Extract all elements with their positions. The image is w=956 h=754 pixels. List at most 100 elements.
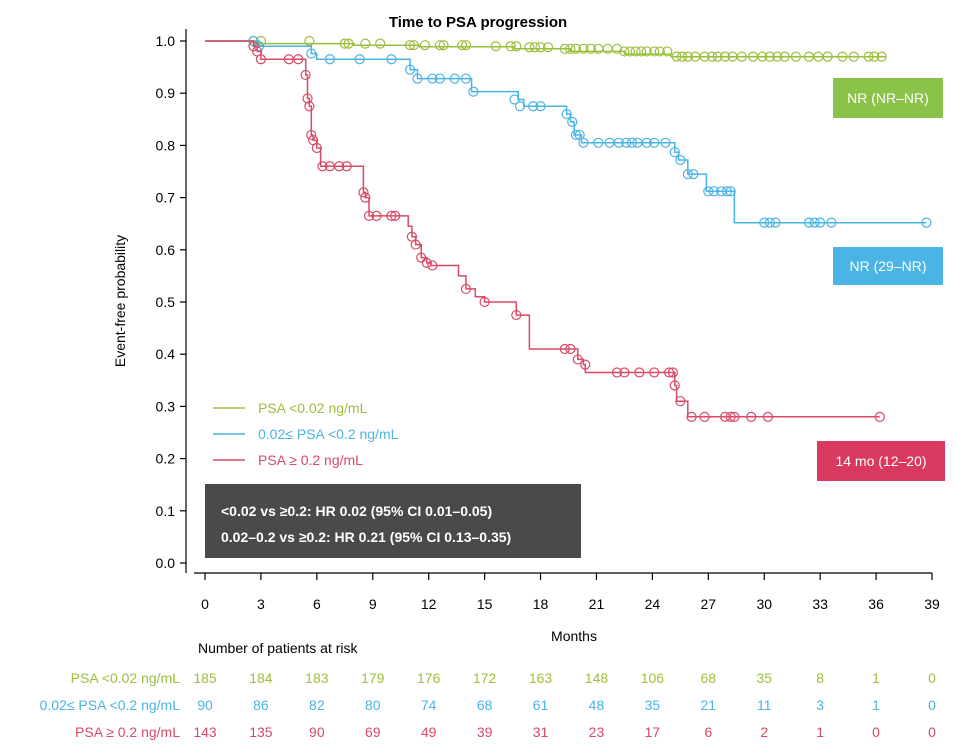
censor-mark [874, 411, 885, 422]
censor-mark [565, 343, 576, 355]
risk-cell: 69 [365, 724, 381, 740]
y-tick-label: 0.4 [156, 346, 176, 362]
censor-mark [706, 51, 718, 62]
censor-mark [565, 43, 576, 54]
censor-mark [876, 51, 887, 62]
censor-mark [790, 51, 802, 62]
y-tick-label: 0.0 [156, 555, 176, 571]
censor-mark [427, 260, 438, 271]
censor-mark [358, 187, 369, 198]
censor-mark [580, 359, 591, 370]
risk-cell: 0 [928, 724, 936, 740]
risk-cell: 143 [193, 724, 217, 740]
risk-cell: 179 [361, 670, 385, 686]
risk-cell: 1 [872, 670, 880, 686]
censor-mark [703, 186, 714, 197]
y-tick-label: 1.0 [156, 33, 176, 49]
censor-mark [779, 51, 790, 62]
censor-mark [613, 137, 624, 148]
risk-table: Number of patients at risk PSA <0.02 ng/m… [40, 640, 936, 740]
censor-mark [354, 54, 365, 65]
risk-cell: 17 [645, 724, 661, 740]
censor-mark [669, 380, 680, 391]
x-tick-label: 6 [313, 596, 321, 612]
risk-cell: 61 [533, 697, 549, 713]
x-tick-label: 0 [201, 596, 209, 612]
x-tick-label: 9 [369, 596, 377, 612]
x-tick-label: 24 [645, 596, 661, 612]
risk-row-label: 0.02≤ PSA <0.2 ng/mL [40, 697, 181, 713]
x-tick-label: 18 [533, 596, 549, 612]
risk-row-label: PSA ≥ 0.2 ng/mL [75, 724, 180, 740]
y-tick-label: 0.2 [156, 451, 176, 467]
curve-1 [205, 35, 887, 62]
censor-mark [634, 367, 645, 378]
censor-mark [302, 93, 313, 104]
censor-mark [826, 217, 837, 228]
risk-cell: 2 [760, 724, 768, 740]
censor-mark [671, 51, 682, 62]
y-tick-label: 0.6 [156, 242, 176, 258]
risk-cell: 90 [197, 697, 213, 713]
censor-mark [341, 161, 352, 172]
censor-mark [578, 137, 589, 148]
risk-row-label: PSA <0.02 ng/mL [71, 670, 181, 686]
censor-mark [764, 51, 775, 62]
censor-mark [434, 40, 445, 51]
censor-mark [505, 41, 516, 52]
censor-mark [535, 101, 546, 112]
censor-mark [570, 129, 582, 141]
censor-mark [667, 367, 678, 378]
censor-mark [815, 217, 826, 228]
x-tick-label: 33 [812, 596, 828, 612]
censor-mark [404, 40, 416, 51]
censor-mark [293, 54, 304, 65]
censor-mark [593, 137, 604, 148]
risk-cell: 74 [421, 697, 437, 713]
risk-cell: 80 [365, 697, 381, 713]
censor-mark [509, 94, 520, 105]
censor-mark [360, 38, 371, 49]
risk-cell: 11 [757, 697, 772, 713]
censor-mark [636, 46, 647, 57]
censor-mark [621, 137, 632, 148]
risk-cell: 35 [645, 697, 661, 713]
risk-cell: 0 [928, 697, 936, 713]
hazard-ratio-box: <0.02 vs ≥0.2: HR 0.02 (95% CI 0.01–0.05… [205, 484, 581, 558]
censor-mark [317, 161, 328, 172]
legend-label: PSA ≥ 0.2 ng/mL [258, 452, 363, 468]
censor-mark [682, 51, 693, 62]
risk-cell: 183 [305, 670, 329, 686]
median-box-1 [833, 78, 943, 118]
censor-mark [408, 40, 419, 51]
censor-mark [649, 367, 660, 378]
censor-mark [619, 46, 630, 57]
risk-cell: 21 [701, 697, 717, 713]
censor-mark [699, 411, 710, 422]
risk-cell: 82 [309, 697, 325, 713]
censor-mark [427, 73, 438, 84]
censor-mark [675, 154, 686, 166]
censor-mark [729, 411, 740, 422]
censor-mark [410, 239, 421, 250]
censor-mark [809, 217, 820, 228]
censor-mark [419, 40, 431, 51]
median-box-3 [817, 441, 945, 481]
risk-cell: 0 [872, 724, 880, 740]
risk-cell: 49 [421, 724, 437, 740]
censor-mark [514, 101, 526, 112]
x-tick-label: 30 [756, 596, 772, 612]
survival-curves [205, 35, 932, 422]
censor-mark [686, 411, 697, 422]
censor-mark [511, 309, 522, 321]
censor-mark [363, 210, 375, 221]
risk-cell: 163 [529, 670, 553, 686]
censor-mark [869, 51, 880, 62]
legend-label: PSA <0.02 ng/mL [258, 400, 368, 416]
median-label: 14 mo (12–20) [835, 453, 926, 469]
censor-mark [460, 40, 472, 51]
risk-cell: 68 [477, 697, 493, 713]
risk-cell: 184 [249, 670, 273, 686]
risk-cell: 148 [585, 670, 609, 686]
censor-mark [324, 54, 335, 65]
